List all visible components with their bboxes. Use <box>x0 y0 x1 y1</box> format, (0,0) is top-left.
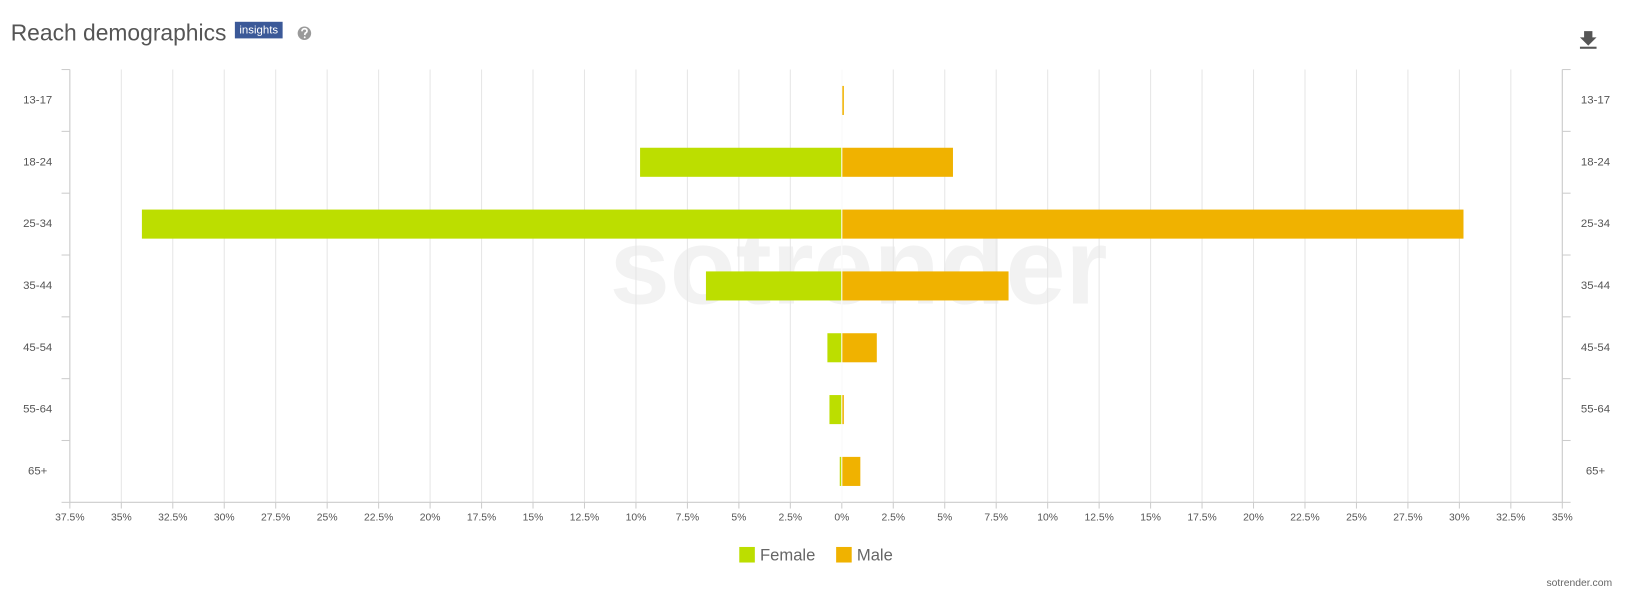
bar <box>841 456 861 486</box>
y-tick-label-right: 25-34 <box>1581 218 1611 230</box>
y-tick-label-right: 18-24 <box>1581 156 1611 168</box>
x-tick-label: 2.5% <box>881 513 905 524</box>
x-tick-label: 15% <box>1140 513 1161 524</box>
y-tick-label: 18-24 <box>23 156 53 168</box>
x-tick-label: 10% <box>1037 513 1058 524</box>
y-tick-label: 35-44 <box>23 280 53 292</box>
bar <box>841 333 877 363</box>
badge: insights <box>239 25 278 37</box>
x-tick-label: 2.5% <box>779 513 803 524</box>
x-tick-label: 22.5% <box>364 513 393 524</box>
x-tick-label: 37.5% <box>55 513 84 524</box>
x-tick-label: 25% <box>1346 513 1367 524</box>
y-tick-label: 45-54 <box>23 342 53 354</box>
bar <box>841 147 953 177</box>
y-tick-label-right: 13-17 <box>1581 94 1610 106</box>
y-tick-label-right: 45-54 <box>1581 342 1611 354</box>
bar <box>839 456 842 486</box>
bar <box>841 85 844 115</box>
x-tick-label: 32.5% <box>158 513 187 524</box>
legend-swatch <box>836 546 852 563</box>
x-tick-label: 32.5% <box>1496 513 1525 524</box>
x-tick-label: 20% <box>1243 513 1264 524</box>
y-tick-label: 13-17 <box>23 94 52 106</box>
y-tick-label-right: 35-44 <box>1581 280 1611 292</box>
x-tick-label: 35% <box>1552 513 1573 524</box>
y-tick-label-right: 55-64 <box>1581 404 1611 416</box>
bar <box>827 333 842 363</box>
x-tick-label: 25% <box>317 513 338 524</box>
x-tick-label: 5% <box>937 513 952 524</box>
footer: sotrender.com <box>1546 578 1612 589</box>
legend: Female Male <box>739 546 893 565</box>
x-tick-label: 20% <box>420 513 441 524</box>
bar <box>841 395 844 425</box>
x-tick-label: 17.5% <box>1187 513 1216 524</box>
x-tick-label: 7.5% <box>676 513 700 524</box>
legend-label: Female <box>760 546 815 565</box>
y-tick-label: 25-34 <box>23 218 53 230</box>
x-tick-label: 7.5% <box>984 513 1008 524</box>
bar <box>829 395 842 425</box>
download-icon[interactable] <box>1579 31 1597 49</box>
bar <box>141 209 842 239</box>
x-tick-label: 12.5% <box>570 513 599 524</box>
x-tick-label: 5% <box>731 513 746 524</box>
bar <box>640 147 842 177</box>
y-tick-label: 65+ <box>28 465 48 477</box>
badge-bg <box>234 21 283 39</box>
x-tick-label: 27.5% <box>1393 513 1422 524</box>
bar <box>705 271 842 301</box>
x-tick-label: 22.5% <box>1290 513 1319 524</box>
x-tick-label: 30% <box>1449 513 1470 524</box>
y-tick-label-right: 65+ <box>1586 465 1606 477</box>
bar <box>841 271 1009 301</box>
help-icon[interactable] <box>297 26 312 40</box>
x-tick-label: 0% <box>834 513 849 524</box>
legend-swatch <box>739 546 755 563</box>
plot: 37.5% 35% 32.5% 30% 27.5% 25% 22.5% 20% 17.5% 15%… <box>23 69 1611 524</box>
x-tick-label: 27.5% <box>261 513 290 524</box>
chart-title: Reach demographics <box>11 19 227 45</box>
bar <box>841 209 1464 239</box>
x-tick-label: 17.5% <box>467 513 496 524</box>
x-tick-label: 15% <box>523 513 544 524</box>
legend-label: Male <box>857 546 893 565</box>
x-tick-label: 10% <box>626 513 647 524</box>
y-tick-label: 55-64 <box>23 404 53 416</box>
x-tick-label: 30% <box>214 513 235 524</box>
x-tick-label: 12.5% <box>1084 513 1113 524</box>
x-tick-label: 35% <box>111 513 132 524</box>
